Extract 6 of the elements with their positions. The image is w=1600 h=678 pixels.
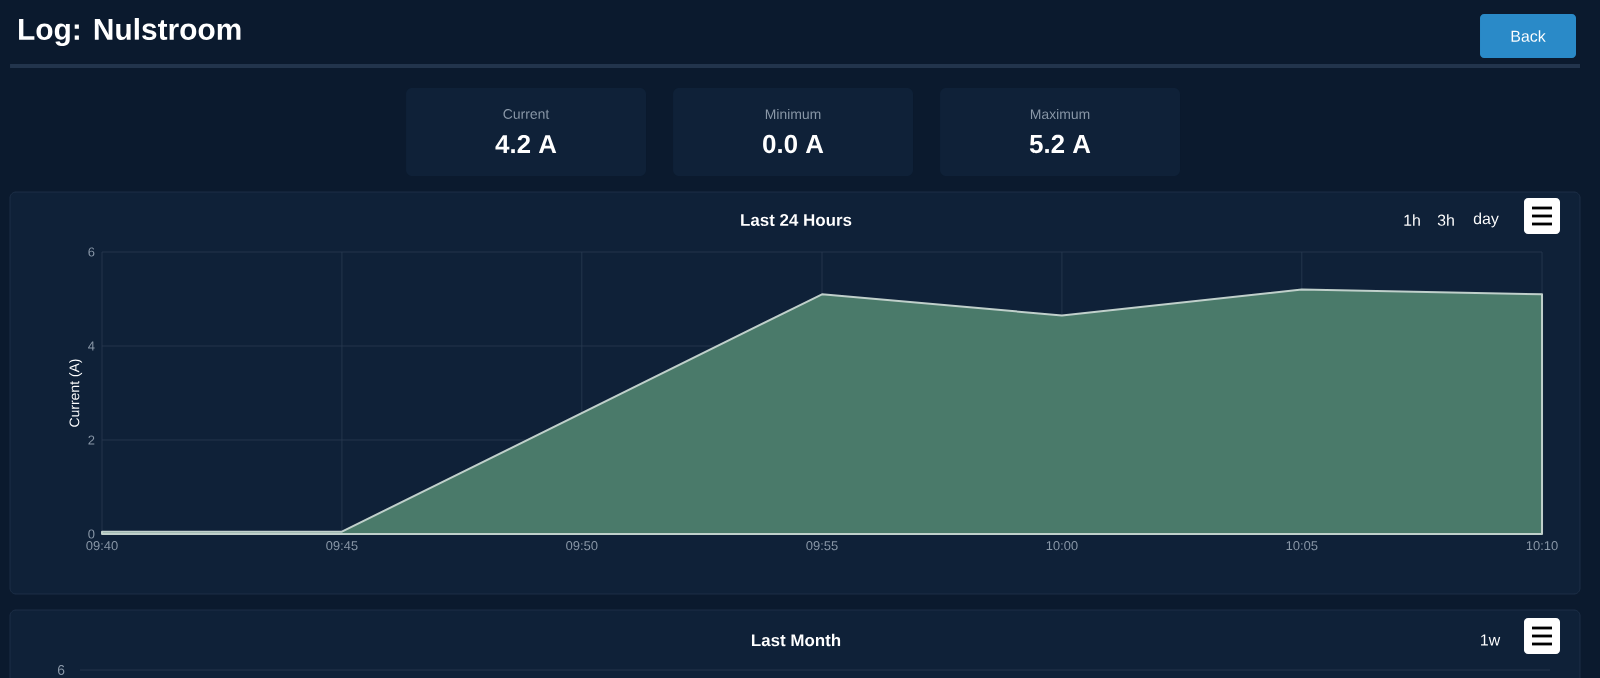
text: 5.2 A bbox=[1029, 134, 1091, 154]
text: Log: Nulstroom bbox=[19, 18, 241, 46]
text: 4.2 A bbox=[495, 134, 557, 154]
chart-title: Last 24 Hours bbox=[741, 214, 852, 226]
text: Last Month bbox=[751, 633, 841, 647]
text: 0.0 A bbox=[763, 134, 824, 154]
